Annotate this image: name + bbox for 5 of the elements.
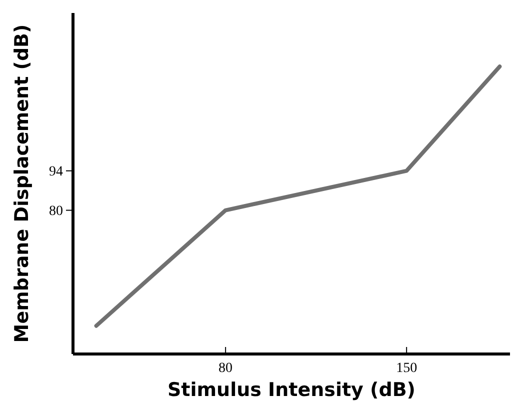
x-axis-title: Stimulus Intensity (dB)	[167, 379, 416, 401]
y-tick-label: 94	[49, 164, 63, 180]
line-series	[94, 64, 502, 328]
x-tick-label: 150	[396, 361, 418, 376]
y-axis-title: Membrane Displacement (dB)	[11, 24, 33, 343]
